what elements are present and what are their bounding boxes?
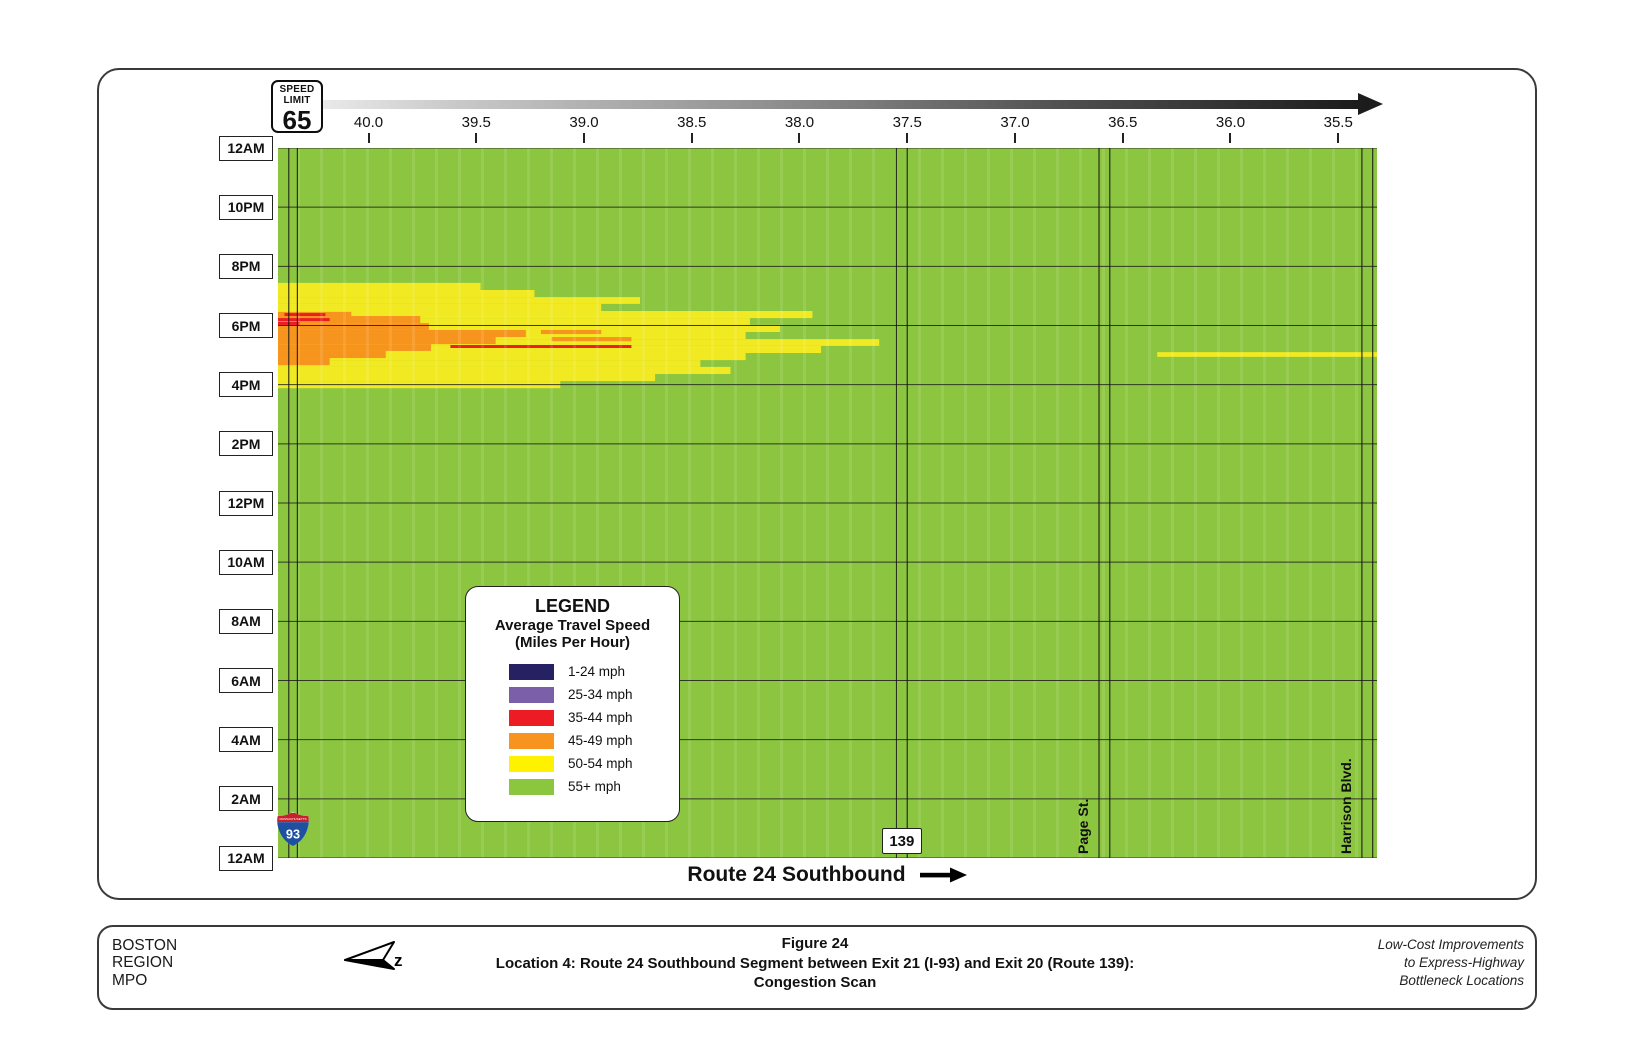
legend-entry: 55+ mph (466, 775, 679, 798)
time-label-10pm: 10PM (219, 194, 273, 220)
report-title: Low-Cost Improvements to Express-Highway B… (1378, 936, 1524, 989)
legend-entry-label: 35-44 mph (568, 710, 633, 726)
mile-tick-label: 38.5 (677, 114, 707, 131)
mile-tick-label: 37.5 (892, 114, 922, 131)
mile-tick-mark (1229, 133, 1232, 143)
mile-tick-mark (582, 133, 585, 143)
interstate-93-shield-icon: MASSACHUSETTS 93 (277, 812, 309, 846)
legend-entries: 1-24 mph 25-34 mph 35-44 mph 45-49 mph 50-54… (466, 660, 679, 798)
legend-entry-label: 55+ mph (568, 779, 621, 795)
time-label-4pm: 4PM (219, 372, 273, 398)
legend-title: LEGEND (534, 596, 610, 616)
legend-entry: 35-44 mph (466, 706, 679, 729)
mile-tick-mark (367, 133, 370, 143)
footer-panel (97, 925, 1537, 1010)
report-title-line: Bottleneck Locations (1399, 972, 1524, 988)
time-label-8pm: 8PM (219, 253, 273, 279)
time-label-12am: 12AM (219, 135, 273, 161)
congestion-heatmap (278, 148, 1377, 858)
legend-entry-label: 50-54 mph (568, 756, 633, 772)
organization-line: REGION (112, 954, 174, 972)
time-label-10am: 10AM (219, 549, 273, 575)
organization-name: BOSTON REGION MPO (112, 937, 177, 989)
time-label-6am: 6AM (219, 668, 273, 693)
legend-entry: 45-49 mph (466, 729, 679, 752)
time-label-6pm: 6PM (219, 313, 273, 338)
time-label-4am: 4AM (219, 727, 273, 753)
mile-tick-label: 35.5 (1323, 114, 1353, 131)
mile-tick-label: 39.0 (569, 114, 599, 131)
figure-caption: Figure 24 Location 4: Route 24 Southbound… (97, 934, 1533, 993)
legend-swatch (509, 732, 554, 749)
north-arrow-icon: z (344, 941, 403, 970)
road-direction-label: Route 24 Southbound (687, 863, 906, 886)
report-title-line: Low-Cost Improvements (1377, 937, 1524, 952)
mile-tick-label: 36.5 (1108, 114, 1138, 131)
mile-tick-label: 40.0 (353, 114, 384, 131)
street-label-harrison-blvd-: Harrison Blvd. (1337, 758, 1354, 854)
legend-entry-label: 25-34 mph (568, 687, 633, 703)
legend-entry-label: 45-49 mph (568, 733, 633, 749)
direction-arrowhead-icon (1358, 93, 1383, 115)
mile-tick-mark (475, 133, 478, 143)
mile-tick-mark (906, 133, 909, 143)
road-direction: Route 24 Southbound (278, 863, 1377, 887)
mile-tick-label: 39.5 (461, 114, 491, 131)
mile-tick-mark (798, 133, 801, 143)
time-label-2am: 2AM (219, 786, 273, 812)
time-label-12pm: 12PM (219, 490, 273, 516)
caption-line: Location 4: Route 24 Southbound Segment … (495, 954, 1135, 972)
legend-entry: 1-24 mph (466, 660, 679, 683)
speed-sign-word: LIMIT (283, 94, 311, 106)
legend-subtitle2: (Miles Per Hour) (514, 633, 631, 651)
organization-line: MPO (112, 971, 148, 989)
time-label-8am: 8AM (219, 608, 273, 634)
shield-route-number: 93 (286, 826, 300, 841)
legend-swatch (509, 709, 554, 726)
caption-line: Congestion Scan (753, 974, 877, 991)
mile-tick-label: 36.0 (1215, 114, 1246, 131)
mile-tick-mark (1013, 133, 1016, 143)
time-label-12am: 12AM (219, 845, 273, 871)
shield-state-text: MASSACHUSETTS (280, 817, 307, 821)
route-139-marker: 139 (881, 828, 922, 854)
direction-gradient-bar (296, 100, 1358, 109)
legend-entry: 25-34 mph (466, 683, 679, 706)
legend-swatch (509, 663, 554, 680)
legend-swatch (509, 755, 554, 772)
north-arrow-letter: z (394, 951, 403, 970)
organization-line: BOSTON (112, 937, 178, 954)
speed-limit-sign: SPEED LIMIT 65 (271, 80, 323, 133)
legend-box: LEGEND Average Travel Speed (Miles Per H… (465, 586, 680, 822)
caption-line: Figure 24 (781, 935, 849, 952)
street-label-page-st-: Page St. (1075, 798, 1092, 854)
mile-tick-mark (690, 133, 693, 143)
legend-subtitle: Average Travel Speed (494, 616, 651, 634)
legend-entry-label: 1-24 mph (568, 664, 626, 680)
time-label-2pm: 2PM (219, 431, 273, 457)
speed-limit-value: 65 (282, 104, 312, 135)
speed-sign-word: SPEED (279, 84, 315, 95)
mile-tick-mark (1121, 133, 1124, 143)
legend-swatch (509, 686, 554, 703)
mile-tick-label: 37.0 (1000, 114, 1030, 131)
report-title-line: to Express-Highway (1403, 954, 1524, 970)
mile-tick-label: 38.0 (784, 114, 815, 131)
legend-swatch (509, 778, 554, 795)
legend-entry: 50-54 mph (466, 752, 679, 775)
southbound-arrow-icon (919, 867, 967, 883)
mile-tick-mark (1337, 133, 1340, 143)
